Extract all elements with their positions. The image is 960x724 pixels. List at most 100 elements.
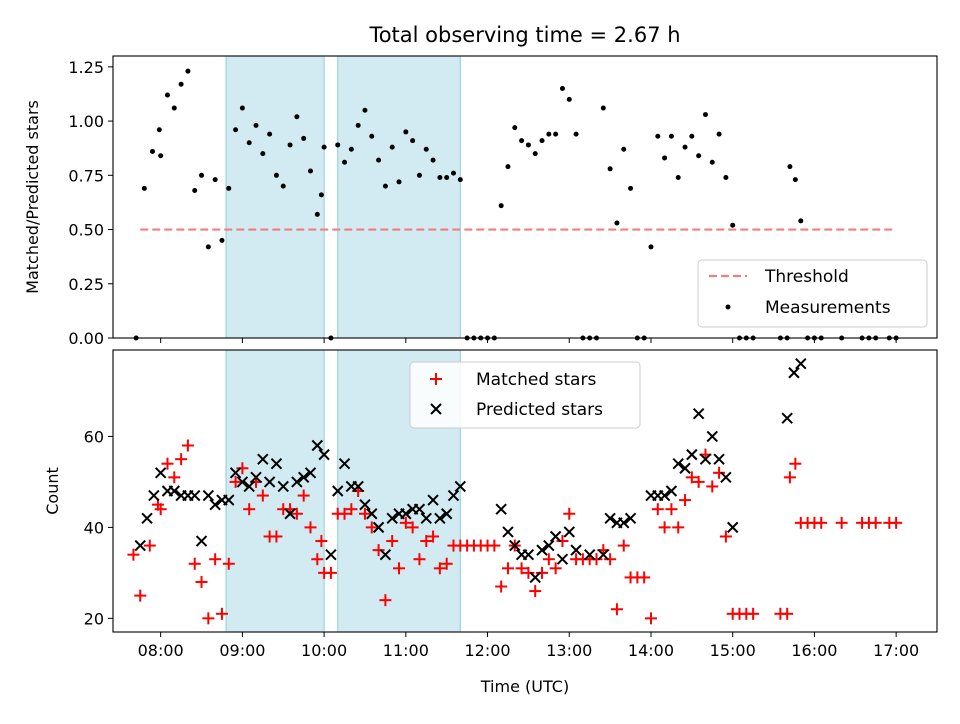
- matched-star-point: [617, 539, 630, 552]
- top-axes-frame: [112, 55, 938, 339]
- measurement-point: [792, 177, 798, 183]
- measurement-point: [355, 122, 361, 128]
- measurement-point: [546, 131, 552, 137]
- measurement-point: [682, 144, 688, 150]
- matched-legend-label: Matched stars: [476, 370, 596, 390]
- matched-star-point: [315, 535, 328, 548]
- threshold-legend-label: Threshold: [764, 267, 849, 287]
- predicted-star-point: [318, 448, 330, 461]
- matched-star-point: [789, 457, 802, 470]
- measurement-point: [314, 211, 320, 217]
- predicted-star-point: [536, 544, 548, 556]
- predicted-star-point: [332, 485, 344, 497]
- measurement-point: [267, 131, 273, 137]
- measurement-point: [199, 172, 205, 178]
- measurement-point: [730, 222, 736, 228]
- measurement-point: [416, 172, 422, 178]
- matched-star-point: [345, 503, 358, 516]
- predicted-star-point: [250, 471, 262, 484]
- predicted-star-point: [699, 453, 712, 465]
- measurement-point: [450, 170, 456, 176]
- measurement-point: [212, 177, 218, 183]
- top-x-ticks: [160, 338, 897, 343]
- matched-star-point: [529, 585, 542, 598]
- top-legend: Threshold Measurements: [697, 259, 928, 328]
- predicted-star-point: [570, 544, 582, 556]
- predicted-star-point: [720, 471, 732, 484]
- measurement-point: [559, 86, 565, 92]
- matched-star-point: [495, 580, 508, 593]
- measurement-point: [675, 174, 681, 180]
- matched-legend-marker: [430, 373, 442, 385]
- predicted-star-point: [311, 439, 324, 452]
- matched-star-point: [783, 471, 796, 484]
- predicted-star-point: [713, 453, 725, 465]
- measurement-point: [444, 174, 450, 180]
- matched-star-point: [692, 475, 705, 488]
- matched-star-point: [222, 557, 235, 570]
- matched-star-point: [433, 562, 446, 575]
- measurement-point: [185, 68, 191, 74]
- x-tick-label: 10:00: [301, 641, 347, 660]
- matched-star-point: [747, 607, 760, 620]
- bottom-y-axis-label: Count: [43, 467, 62, 515]
- measurement-point: [301, 135, 307, 141]
- matched-star-point: [427, 530, 440, 543]
- matched-star-point: [713, 466, 726, 479]
- measurement-point: [273, 172, 279, 178]
- predicted-star-point: [297, 471, 310, 484]
- predicted-star-point: [427, 494, 439, 506]
- predicted-star-point: [195, 535, 208, 547]
- bottom-legend: Matched stars Predicted stars: [409, 361, 641, 429]
- y-tick-label: 0.50: [68, 221, 104, 240]
- matched-star-point: [358, 507, 371, 520]
- y-tick-label: 0.75: [68, 166, 104, 185]
- matched-star-point: [175, 453, 188, 466]
- predicted-star-point: [263, 476, 276, 488]
- matched-star-point: [672, 521, 685, 534]
- x-tick-label: 09:00: [219, 641, 265, 660]
- x-tick-label: 08:00: [138, 641, 184, 660]
- matched-star-point: [706, 480, 719, 493]
- measurement-point: [539, 138, 545, 144]
- measurement-point: [178, 81, 184, 87]
- matched-star-point: [393, 562, 406, 575]
- matched-star-point: [835, 516, 848, 529]
- x-tick-label: 15:00: [710, 641, 756, 660]
- predicted-star-point: [202, 489, 215, 502]
- matched-star-point: [610, 603, 623, 616]
- predicted-star-point: [223, 494, 235, 506]
- measurement-point: [525, 142, 531, 148]
- measurement-point: [787, 164, 793, 170]
- predicted-star-point: [134, 539, 146, 552]
- matched-star-point: [590, 553, 603, 566]
- chart-title: Total observing time = 2.67 h: [368, 23, 680, 47]
- measurement-point: [158, 153, 164, 159]
- matched-star-point: [290, 507, 303, 520]
- measurement-point: [226, 185, 232, 191]
- matched-star-point: [890, 516, 903, 529]
- predicted-star-point: [434, 512, 446, 524]
- predicted-stars-series: [134, 357, 807, 584]
- predicted-star-point: [665, 485, 678, 497]
- predicted-star-point: [549, 530, 562, 543]
- x-axis-label: Time (UTC): [480, 677, 569, 696]
- matched-star-point: [515, 562, 528, 575]
- matched-star-point: [488, 539, 501, 552]
- matched-star-point: [134, 589, 147, 602]
- predicted-star-point: [413, 503, 426, 515]
- measurement-point: [362, 107, 368, 113]
- predicted-star-point: [686, 448, 698, 461]
- matched-star-point: [679, 494, 692, 507]
- predicted-star-point: [154, 467, 167, 479]
- measurement-point: [519, 138, 525, 144]
- matched-star-point: [406, 521, 419, 534]
- x-tick-label: 13:00: [546, 641, 592, 660]
- predicted-star-point: [400, 508, 412, 520]
- predicted-star-point: [168, 485, 180, 497]
- matched-star-point: [270, 530, 283, 543]
- matched-star-point: [161, 457, 174, 470]
- measurement-point: [689, 133, 695, 139]
- measurement-point: [342, 159, 348, 165]
- predicted-star-point: [338, 458, 351, 470]
